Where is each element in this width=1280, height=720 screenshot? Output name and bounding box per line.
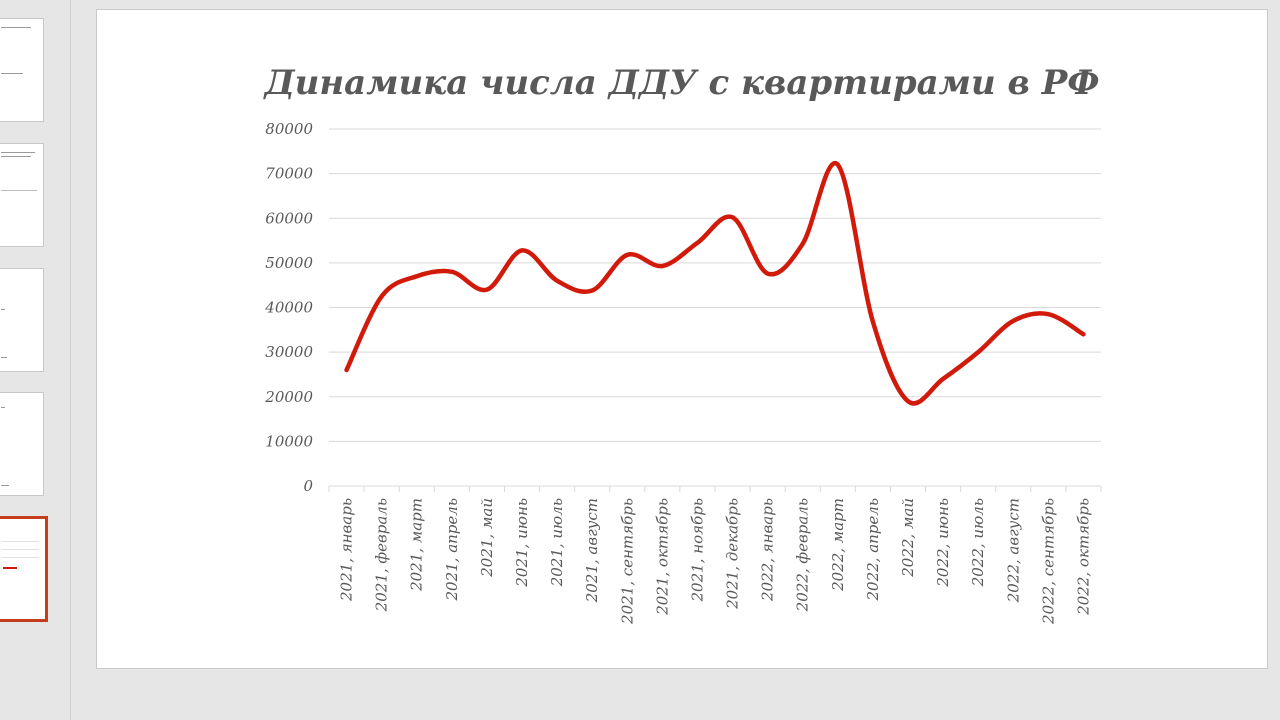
x-tick-label: 2022, июль [969, 498, 987, 587]
y-tick-label: 40000 [264, 299, 313, 317]
x-tick-label: 2022, март [829, 498, 847, 592]
x-tick-label: 2022, январь [759, 498, 777, 602]
y-tick-label: 10000 [265, 432, 313, 450]
x-tick-label: 2021, октябрь [653, 498, 671, 616]
x-tick-label: 2021, январь [338, 498, 356, 602]
x-tick-label: 2022, август [1004, 498, 1022, 603]
x-tick-label: 2021, февраль [373, 498, 391, 612]
slide-thumbnail-3[interactable] [0, 268, 44, 372]
slide-thumbnail-1[interactable] [0, 18, 44, 122]
slide-canvas: Динамика числа ДДУ с квартирами в РФ 0 10… [96, 9, 1268, 669]
chart-gridlines [328, 128, 1102, 492]
slide-thumbnail-5[interactable] [0, 516, 48, 622]
y-tick-label: 60000 [265, 209, 313, 227]
chart-title: Динамика числа ДДУ с квартирами в РФ [262, 63, 1099, 103]
series-line-0 [344, 160, 1086, 406]
y-axis-tick-labels: 0 10000 20000 30000 40000 50000 60000 70000 8000… [264, 120, 313, 495]
x-tick-label: 2021, август [583, 498, 601, 603]
x-tick-label: 2022, октябрь [1074, 498, 1092, 616]
x-tick-label: 2022, май [899, 498, 917, 578]
x-tick-label: 2021, ноябрь [688, 498, 706, 602]
y-tick-label: 80000 [265, 120, 313, 138]
x-tick-label: 2021, сентябрь [618, 498, 636, 625]
x-tick-label: 2021, апрель [443, 498, 461, 602]
line-chart: Динамика числа ДДУ с квартирами в РФ 0 10… [262, 63, 1102, 625]
x-tick-label: 2022, сентябрь [1039, 498, 1057, 625]
slide-thumbnail-4[interactable] [0, 392, 44, 496]
slide-thumbnail-panel [0, 0, 71, 720]
y-tick-label: 50000 [265, 254, 313, 272]
x-axis-tick-labels: 2021, январь 2021, февраль 2021, март 2021,… [338, 498, 1093, 625]
y-tick-label: 30000 [265, 343, 313, 361]
x-tick-label: 2021, май [478, 498, 496, 578]
x-tick-label: 2021, июнь [513, 498, 531, 588]
chart-series [344, 160, 1086, 406]
x-tick-label: 2022, апрель [864, 498, 882, 602]
x-tick-label: 2022, февраль [794, 498, 812, 612]
y-tick-label: 0 [303, 477, 313, 495]
y-tick-label: 20000 [264, 388, 313, 406]
x-tick-label: 2022, июнь [934, 498, 952, 588]
x-tick-label: 2021, июль [548, 498, 566, 587]
x-tick-label: 2021, март [408, 498, 426, 592]
x-tick-label: 2021, декабрь [724, 498, 742, 610]
y-tick-label: 70000 [265, 165, 313, 183]
slide-thumbnail-2[interactable] [0, 143, 44, 247]
